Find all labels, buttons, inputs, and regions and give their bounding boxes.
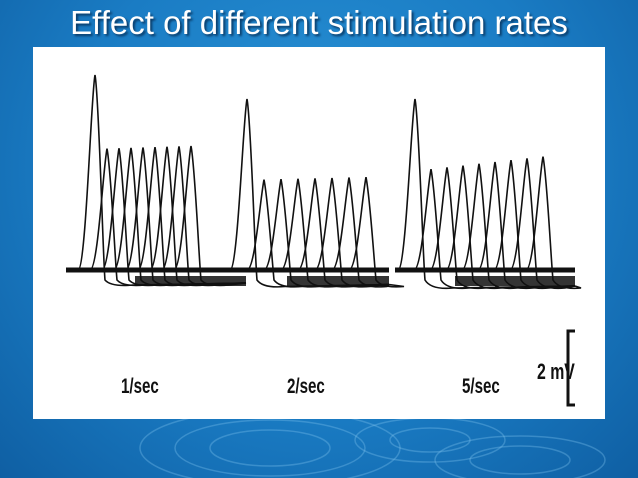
spike-trace bbox=[161, 146, 247, 287]
spike-trace bbox=[229, 98, 390, 288]
spike-trace bbox=[461, 163, 576, 290]
spike-trace bbox=[246, 179, 390, 288]
spike-trace bbox=[89, 148, 247, 287]
spike-trace bbox=[137, 146, 247, 287]
panel-label-2: 2/sec bbox=[287, 375, 325, 398]
spike-trace bbox=[429, 167, 576, 290]
afterpotential-band bbox=[287, 276, 389, 286]
spike-trace bbox=[445, 165, 576, 290]
panel-label-1: 1/sec bbox=[121, 375, 159, 398]
spike-trace bbox=[113, 147, 247, 287]
spike-trace bbox=[397, 98, 576, 290]
spike-trace bbox=[125, 147, 247, 287]
afterpotential-band bbox=[455, 276, 575, 286]
action-potential-traces bbox=[66, 74, 582, 290]
spike-trace bbox=[525, 156, 582, 290]
panel-label-3: 5/sec bbox=[462, 375, 500, 398]
spike-trace bbox=[413, 169, 576, 290]
spike-trace bbox=[493, 160, 576, 290]
spike-trace bbox=[77, 74, 247, 287]
trace-group-1 bbox=[66, 74, 247, 287]
afterpotential-band bbox=[135, 276, 246, 286]
scale-bar-bracket bbox=[566, 329, 575, 407]
spike-trace bbox=[509, 158, 576, 290]
trace-group-3 bbox=[395, 98, 582, 290]
slide-title: Effect of different stimulation rates bbox=[70, 4, 568, 41]
trace-group-2 bbox=[219, 98, 405, 288]
spike-trace bbox=[477, 161, 576, 290]
figure-panel: 1/sec 2/sec 5/sec 2 mV bbox=[33, 47, 605, 419]
